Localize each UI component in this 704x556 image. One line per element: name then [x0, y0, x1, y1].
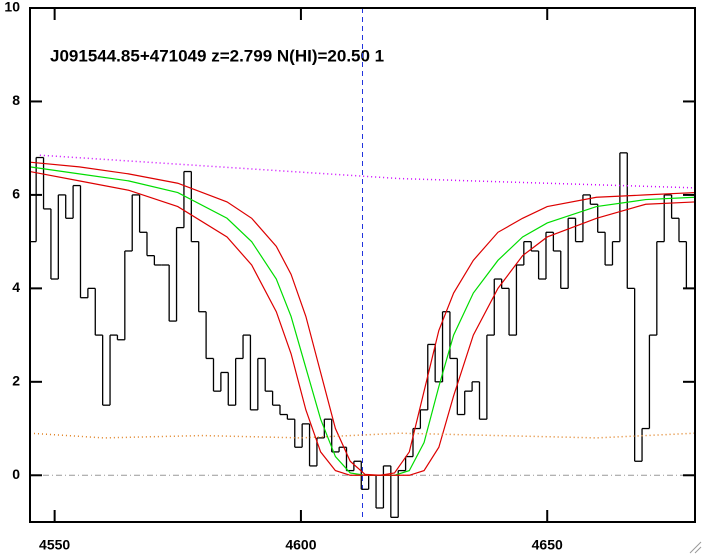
y-tick-label: 8 — [12, 92, 20, 108]
dotted-curve — [39, 154, 695, 189]
model-curve — [30, 170, 695, 476]
x-tick-label: 4600 — [285, 537, 316, 553]
plot-frame — [29, 7, 696, 523]
x-tick-label: 4550 — [39, 537, 70, 553]
resize-grip — [689, 541, 702, 554]
y-tick-label: 0 — [12, 466, 20, 482]
x-tick-label: 4650 — [532, 537, 563, 553]
y-tick-label: 10 — [4, 0, 20, 15]
y-tick-label: 2 — [12, 373, 20, 389]
dotted-curve — [30, 432, 695, 439]
chart-title: J091544.85+471049 z=2.799 N(HI)=20.50 1 — [50, 46, 384, 65]
y-tick-label: 4 — [12, 279, 20, 295]
y-tick-label: 6 — [12, 186, 20, 202]
